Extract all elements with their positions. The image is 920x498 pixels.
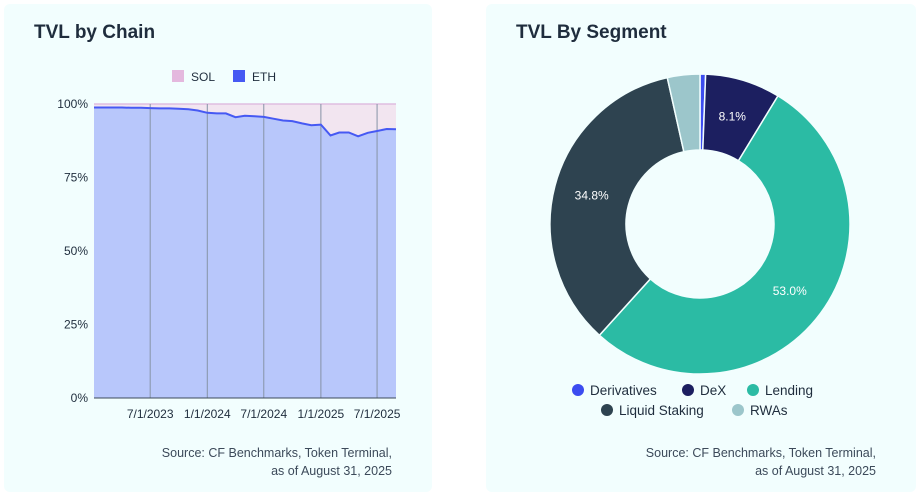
series-area-eth — [94, 107, 396, 398]
chart-panel-tvl-by-chain: TVL by Chain 0% 25% 50% 75% 100% 7/1/2023 1/1/… — [4, 4, 432, 492]
area-chart: 0% 25% 50% 75% 100% 7/1/2023 1/1/2024 7/1/2024 1… — [57, 70, 401, 421]
slice-label-dex: 8.1% — [719, 110, 747, 124]
series-line-eth — [94, 106, 397, 138]
legend-swatch-sol — [172, 70, 184, 82]
legend-label-dex: DeX — [700, 383, 726, 398]
legend-label-eth: ETH — [252, 70, 276, 84]
slice-liquid-staking — [549, 76, 685, 337]
y-tick-label: 25% — [64, 318, 88, 332]
x-tick-label: 7/1/2024 — [240, 407, 287, 421]
chart-title: TVL by Chain — [34, 22, 156, 43]
source-line: Source: CF Benchmarks, Token Terminal, — [645, 446, 876, 460]
legend-label-liquid-staking: Liquid Staking — [619, 403, 704, 418]
y-tick-label: 100% — [57, 97, 88, 111]
x-tick-label: 1/1/2025 — [298, 407, 345, 421]
slice-label-liquid-staking: 34.8% — [575, 188, 609, 202]
legend-swatch-eth — [233, 70, 245, 82]
legend-marker-lending — [747, 384, 759, 396]
source-note: Source: CF Benchmarks, Token Terminal, a… — [646, 444, 876, 480]
source-note: Source: CF Benchmarks, Token Terminal, a… — [162, 444, 392, 480]
donut-chart: 8.1% 53.0% 34.8% Derivatives DeX Lending Liqui… — [549, 73, 851, 418]
slice-rwas — [666, 73, 701, 153]
legend-marker-rwas — [732, 404, 744, 416]
legend-marker-derivatives — [572, 384, 584, 396]
source-date-line: as of August 31, 2025 — [755, 464, 876, 478]
legend-label-derivatives: Derivatives — [590, 383, 657, 398]
legend-marker-dex — [682, 384, 694, 396]
y-tick-label: 75% — [64, 171, 88, 185]
x-tick-label: 7/1/2023 — [127, 407, 174, 421]
legend-label-sol: SOL — [191, 70, 215, 84]
x-tick-label: 7/1/2025 — [354, 407, 401, 421]
legend-label-rwas: RWAs — [750, 403, 788, 418]
slice-label-lending: 53.0% — [773, 284, 807, 298]
chart-panel-tvl-by-segment: TVL By Segment 8.1% 53.0% 34.8% Derivatives… — [486, 4, 916, 492]
source-line: Source: CF Benchmarks, Token Terminal, — [161, 446, 392, 460]
x-tick-label: 1/1/2024 — [184, 407, 231, 421]
source-date-line: as of August 31, 2025 — [271, 464, 392, 478]
legend-label-lending: Lending — [765, 383, 813, 398]
slice-lending — [598, 94, 851, 375]
y-tick-label: 0% — [71, 391, 89, 405]
y-tick-label: 50% — [64, 244, 88, 258]
chart-title: TVL By Segment — [516, 22, 667, 43]
legend-marker-liquid-staking — [601, 404, 613, 416]
